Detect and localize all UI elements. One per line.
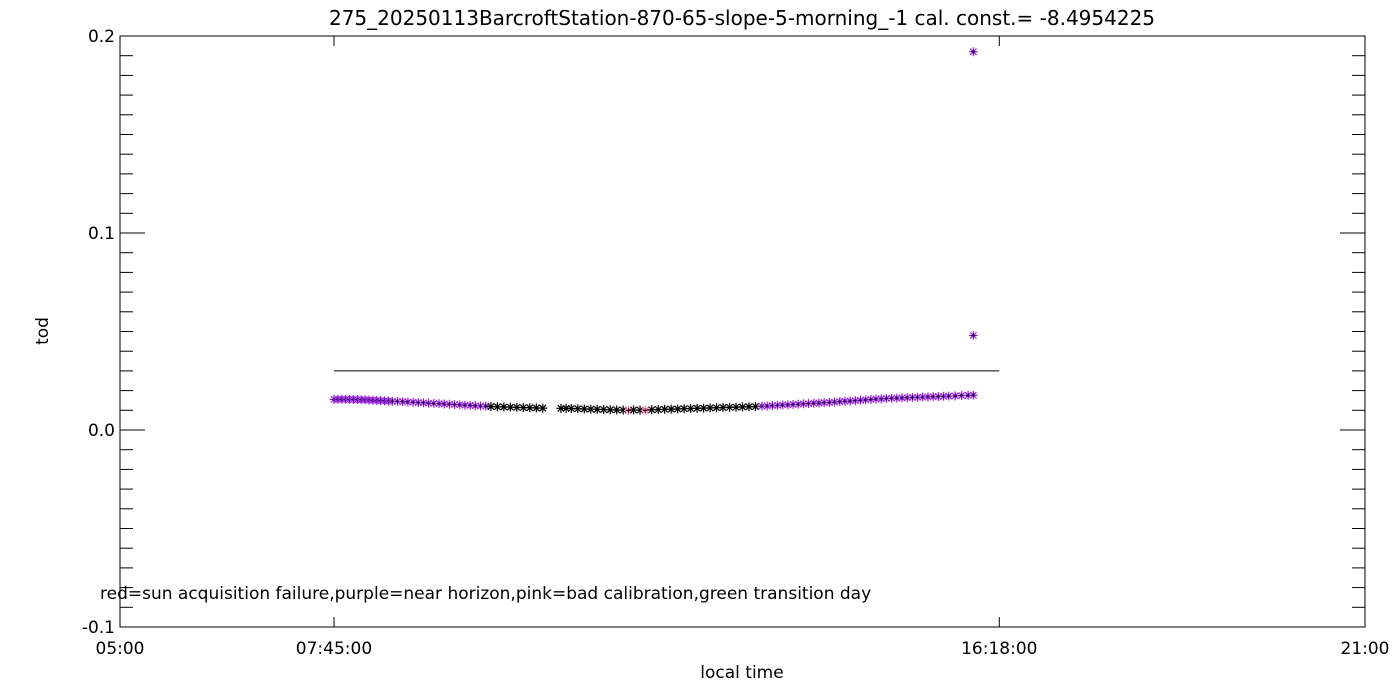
point-stroke bbox=[751, 402, 760, 411]
y-tick-label: 0.2 bbox=[88, 27, 115, 47]
point-stroke bbox=[500, 403, 508, 411]
data-point bbox=[566, 404, 576, 414]
point-stroke bbox=[712, 404, 721, 412]
point-stroke bbox=[613, 406, 621, 414]
point-stroke bbox=[526, 404, 534, 412]
data-point bbox=[750, 402, 760, 412]
point-stroke bbox=[700, 404, 708, 412]
data-point bbox=[573, 404, 583, 414]
point-stroke bbox=[687, 404, 695, 413]
chart-title: 275_20250113BarcroftStation-870-65-slope… bbox=[329, 6, 1155, 30]
point-stroke bbox=[487, 402, 495, 411]
data-point bbox=[418, 398, 428, 408]
data-point bbox=[725, 402, 735, 412]
data-point bbox=[968, 330, 978, 340]
point-stroke bbox=[667, 405, 675, 413]
point-stroke bbox=[661, 405, 669, 413]
point-stroke bbox=[567, 404, 575, 413]
point-stroke bbox=[654, 405, 662, 414]
data-point bbox=[686, 404, 696, 414]
data-point bbox=[499, 402, 509, 412]
y-axis-label: tod bbox=[33, 317, 53, 345]
point-stroke bbox=[506, 403, 514, 411]
point-stroke bbox=[648, 406, 656, 414]
point-stroke bbox=[557, 404, 565, 412]
point-stroke bbox=[732, 403, 740, 411]
data-point bbox=[840, 396, 850, 406]
point-stroke bbox=[738, 403, 747, 411]
point-stroke bbox=[680, 405, 688, 413]
point-stroke bbox=[593, 405, 601, 413]
x-tick-label: 21:00 bbox=[1341, 639, 1390, 659]
point-stroke bbox=[493, 403, 501, 411]
point-stroke bbox=[513, 403, 521, 411]
point-stroke bbox=[600, 405, 608, 414]
point-stroke bbox=[719, 403, 727, 412]
point-stroke bbox=[629, 406, 638, 414]
data-point bbox=[738, 402, 747, 412]
data-point bbox=[968, 47, 978, 57]
point-stroke bbox=[606, 406, 614, 414]
y-tick-labels: -0.1 0.0 0.1 0.2 bbox=[82, 27, 115, 638]
plot-frame bbox=[119, 35, 1366, 628]
x-axis-label: local time bbox=[700, 663, 783, 683]
data-point bbox=[679, 404, 689, 414]
legend-text: red=sun acquisition failure,purple=near … bbox=[100, 584, 871, 604]
x-tick-labels: 05:00 07:45:00 16:18:00 21:00 bbox=[96, 639, 1390, 659]
x-tick-label: 16:18:00 bbox=[961, 639, 1037, 659]
y-tick-label: 0.0 bbox=[88, 421, 115, 441]
point-stroke bbox=[587, 405, 595, 413]
x-tick-label: 05:00 bbox=[96, 639, 145, 659]
point-stroke bbox=[745, 403, 753, 411]
data-points bbox=[329, 47, 978, 415]
data-point bbox=[876, 394, 886, 404]
x-tick-label: 07:45:00 bbox=[296, 639, 372, 659]
y-tick-label: -0.1 bbox=[82, 618, 115, 638]
point-stroke bbox=[519, 403, 527, 412]
data-point bbox=[957, 391, 967, 401]
point-stroke bbox=[725, 403, 734, 411]
data-point bbox=[512, 402, 522, 412]
data-point bbox=[861, 395, 871, 405]
data-point bbox=[640, 405, 650, 415]
point-stroke bbox=[539, 404, 547, 412]
data-point bbox=[538, 403, 548, 413]
point-stroke bbox=[693, 404, 701, 412]
axis-ticks bbox=[119, 35, 1366, 628]
point-stroke bbox=[532, 404, 540, 412]
point-stroke bbox=[580, 405, 588, 413]
data-point bbox=[968, 390, 978, 400]
y-tick-label: 0.1 bbox=[88, 224, 115, 244]
point-stroke bbox=[674, 405, 682, 413]
point-stroke bbox=[706, 404, 714, 412]
point-stroke bbox=[574, 405, 582, 413]
